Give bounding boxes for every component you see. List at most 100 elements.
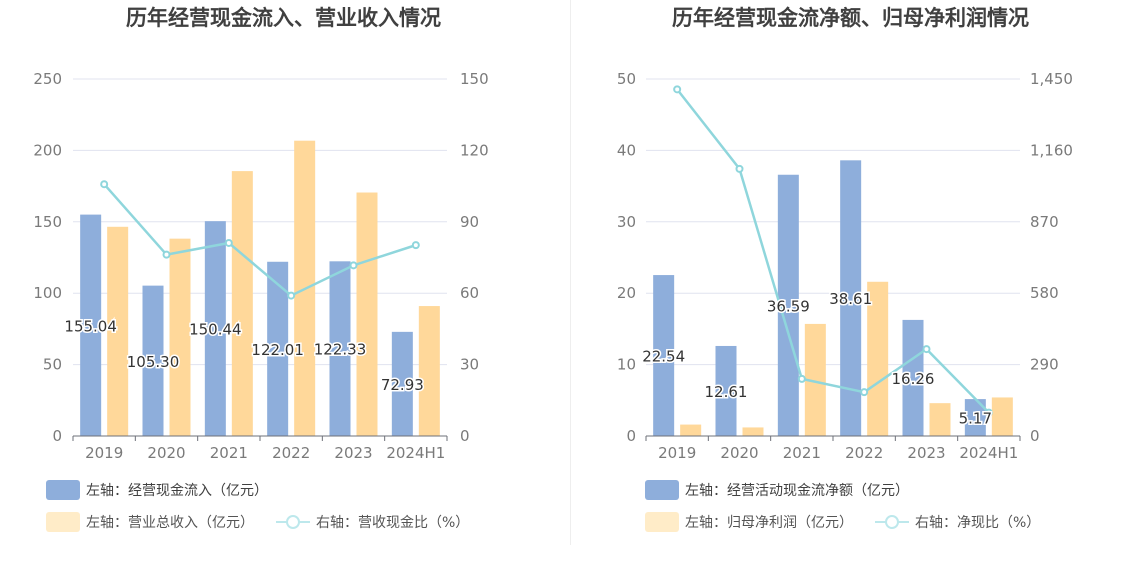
x-tick-label: 2022 bbox=[272, 444, 310, 462]
y-right-tick-label: 580 bbox=[1030, 284, 1059, 302]
line-point bbox=[735, 164, 744, 173]
data-label: 22.54 bbox=[642, 348, 685, 366]
x-tick-label: 2021 bbox=[210, 444, 248, 462]
line-point bbox=[349, 261, 358, 270]
x-tick-label: 2020 bbox=[720, 444, 758, 462]
y-right-tick-label: 90 bbox=[460, 213, 479, 231]
line-point bbox=[797, 374, 806, 383]
y-left-tick-label: 10 bbox=[617, 356, 636, 374]
data-label: 16.26 bbox=[892, 370, 935, 388]
line-point bbox=[673, 85, 682, 94]
legend-row-1: 左轴：经营现金流入（亿元） bbox=[46, 479, 290, 501]
data-label: 122.01 bbox=[251, 341, 304, 359]
chart-panel-cash-inflow: 历年经营现金流入、营业收入情况 0 0 50 30 100 60 150 90 200 120 25… bbox=[33, 6, 491, 533]
legend-row-2: 左轴：营业总收入（亿元） 右轴：营收现金比（%） bbox=[46, 511, 491, 533]
line-point bbox=[162, 250, 171, 259]
line-point bbox=[100, 180, 109, 189]
legend-label: 左轴：经营活动现金流净额（亿元） bbox=[685, 483, 909, 499]
legend-label: 右轴：营收现金比（%） bbox=[316, 515, 470, 531]
bar-primary bbox=[204, 221, 226, 436]
bar-primary bbox=[267, 261, 289, 436]
y-right-tick-label: 870 bbox=[1030, 213, 1059, 231]
x-tick-label: 2024H1 bbox=[386, 444, 445, 462]
bar-primary bbox=[715, 345, 737, 436]
bar-secondary bbox=[929, 403, 951, 436]
y-right-tick-label: 290 bbox=[1030, 356, 1059, 374]
bar-primary bbox=[777, 174, 799, 436]
x-tick-label: 2021 bbox=[783, 444, 821, 462]
y-right-tick-label: 30 bbox=[460, 356, 479, 374]
legend-item-revenue[interactable]: 左轴：营业总收入（亿元） bbox=[46, 512, 254, 532]
line-point bbox=[984, 408, 993, 417]
y-right-tick-label: 1,450 bbox=[1030, 70, 1073, 88]
bar-primary bbox=[329, 261, 351, 436]
bar-secondary bbox=[742, 427, 764, 436]
y-right-tick-label: 60 bbox=[460, 284, 479, 302]
y-left-tick-label: 0 bbox=[626, 427, 636, 445]
y-left-tick-label: 0 bbox=[52, 427, 62, 445]
y-right-tick-label: 0 bbox=[460, 427, 470, 445]
bar-secondary bbox=[804, 323, 826, 436]
y-left-tick-label: 40 bbox=[617, 141, 636, 159]
bar-primary bbox=[653, 275, 675, 436]
line-series bbox=[676, 88, 990, 414]
line-point bbox=[411, 241, 420, 250]
y-right-tick-label: 0 bbox=[1030, 427, 1040, 445]
y-right-tick-label: 1,160 bbox=[1030, 141, 1073, 159]
y-left-tick-label: 200 bbox=[33, 141, 62, 159]
bar-secondary bbox=[356, 192, 378, 436]
legend-item-net-cash-ratio[interactable]: 右轴：净现比（%） bbox=[875, 512, 1040, 532]
chart-plot: 0 0 50 30 100 60 150 90 200 120 250 150 2019 2020 2021… bbox=[33, 70, 489, 462]
line-point bbox=[224, 238, 233, 247]
data-label: 38.61 bbox=[829, 290, 872, 308]
legend-label: 左轴：营业总收入（亿元） bbox=[86, 515, 254, 531]
legend-item-cash-inflow[interactable]: 左轴：经营现金流入（亿元） bbox=[46, 480, 268, 500]
bar-primary bbox=[391, 331, 413, 436]
data-label: 155.04 bbox=[64, 317, 117, 335]
bar-secondary bbox=[418, 306, 440, 436]
y-left-tick-label: 30 bbox=[617, 213, 636, 231]
line-point bbox=[287, 291, 296, 300]
bar-secondary bbox=[107, 226, 129, 436]
x-tick-label: 2024H1 bbox=[959, 444, 1018, 462]
bar-secondary bbox=[231, 171, 253, 436]
legend-item-net-profit[interactable]: 左轴：归母净利润（亿元） bbox=[645, 512, 853, 532]
legend-label: 右轴：净现比（%） bbox=[915, 515, 1041, 531]
bar-primary bbox=[902, 319, 924, 436]
y-left-tick-label: 50 bbox=[43, 356, 62, 374]
legend-item-cash-ratio[interactable]: 右轴：营收现金比（%） bbox=[276, 512, 469, 532]
bar-primary bbox=[840, 160, 862, 437]
y-left-tick-label: 20 bbox=[617, 284, 636, 302]
legend-row-2: 左轴：归母净利润（亿元） 右轴：净现比（%） bbox=[645, 511, 1062, 533]
data-label: 5.17 bbox=[959, 410, 992, 428]
bar-primary bbox=[142, 285, 164, 436]
legend-swatch-bar bbox=[46, 512, 80, 532]
chart-title: 历年经营现金流入、营业收入情况 bbox=[126, 6, 441, 30]
bar-primary bbox=[80, 214, 102, 436]
data-label: 36.59 bbox=[767, 297, 810, 315]
x-tick-label: 2022 bbox=[845, 444, 883, 462]
bar-secondary bbox=[680, 424, 702, 436]
chart-panel-net-cash: 历年经营现金流净额、归母净利润情况 0 0 10 290 20 580 30 870 40 1,1… bbox=[567, 0, 1134, 582]
data-label: 72.93 bbox=[381, 376, 424, 394]
bar-secondary bbox=[169, 238, 191, 436]
data-label: 122.33 bbox=[314, 341, 367, 359]
x-tick-label: 2019 bbox=[85, 444, 123, 462]
x-tick-label: 2023 bbox=[907, 444, 945, 462]
line-series bbox=[103, 183, 417, 298]
bar-secondary bbox=[991, 397, 1013, 436]
data-label: 12.61 bbox=[705, 383, 748, 401]
legend-swatch-bar bbox=[46, 480, 80, 500]
legend-label: 左轴：归母净利润（亿元） bbox=[685, 515, 853, 531]
y-right-tick-label: 150 bbox=[460, 70, 489, 88]
data-label: 105.30 bbox=[127, 353, 180, 371]
legend-swatch-line bbox=[875, 515, 909, 529]
x-tick-label: 2020 bbox=[147, 444, 185, 462]
legend-swatch-bar bbox=[645, 480, 679, 500]
y-left-tick-label: 150 bbox=[33, 213, 62, 231]
y-left-tick-label: 250 bbox=[33, 70, 62, 88]
legend-item-net-cash[interactable]: 左轴：经营活动现金流净额（亿元） bbox=[645, 480, 909, 500]
y-left-tick-label: 50 bbox=[617, 70, 636, 88]
legend-swatch-bar bbox=[645, 512, 679, 532]
chart-title: 历年经营现金流净额、归母净利润情况 bbox=[672, 6, 1029, 30]
